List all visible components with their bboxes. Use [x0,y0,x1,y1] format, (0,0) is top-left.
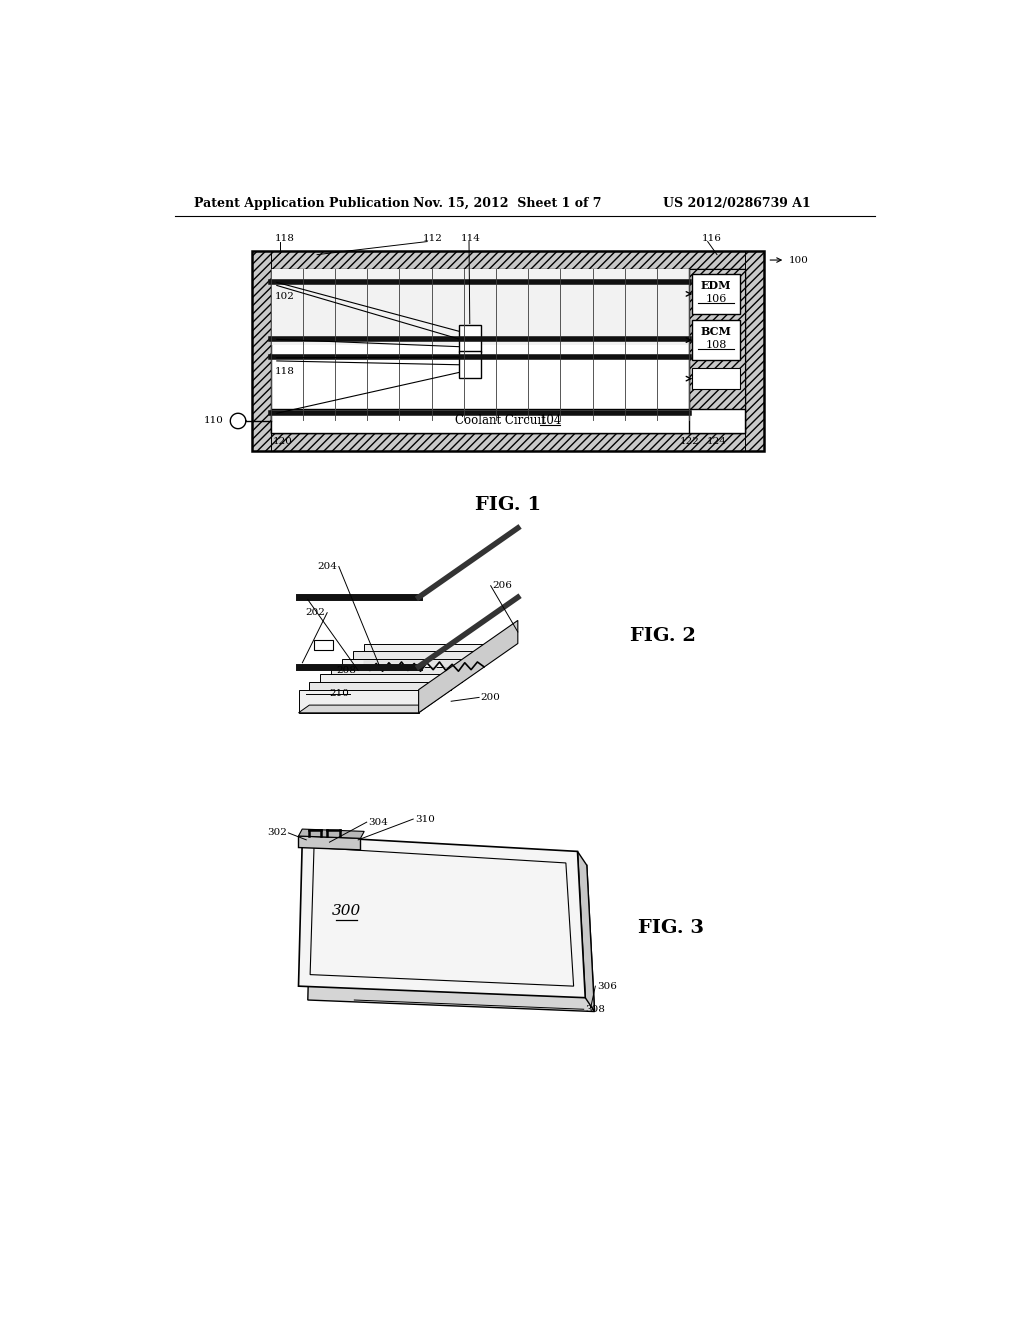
Text: US 2012/0286739 A1: US 2012/0286739 A1 [663,197,811,210]
Text: EDM: EDM [701,280,731,290]
Text: 124: 124 [707,437,727,446]
Polygon shape [352,667,483,675]
Text: 306: 306 [597,982,616,990]
Text: 300: 300 [332,904,361,919]
Text: 116: 116 [701,234,721,243]
Polygon shape [321,689,452,697]
Text: Patent Application Publication: Patent Application Publication [194,197,410,210]
Polygon shape [252,251,764,269]
Polygon shape [308,850,595,1011]
Polygon shape [459,325,480,352]
Text: 304: 304 [369,817,388,826]
Text: 308: 308 [586,1005,605,1014]
Text: 100: 100 [788,256,808,264]
Polygon shape [299,705,429,713]
Polygon shape [342,675,473,682]
Text: 108: 108 [706,339,727,350]
Polygon shape [578,851,595,1011]
Polygon shape [459,351,480,378]
Polygon shape [252,251,270,451]
Polygon shape [309,697,440,705]
Polygon shape [299,829,365,838]
Polygon shape [352,651,473,675]
Text: Nov. 15, 2012  Sheet 1 of 7: Nov. 15, 2012 Sheet 1 of 7 [414,197,602,210]
Text: Coolant Circuit: Coolant Circuit [455,414,546,428]
Text: 106: 106 [706,293,727,304]
Text: 310: 310 [415,814,434,824]
Polygon shape [299,836,586,998]
Text: BCM: BCM [700,326,732,337]
Text: 102: 102 [274,292,294,301]
Text: 302: 302 [267,829,287,837]
Polygon shape [331,682,462,689]
Polygon shape [419,620,518,713]
Text: 122: 122 [680,437,699,446]
Polygon shape [252,433,764,451]
Text: 204: 204 [317,562,337,572]
Polygon shape [299,689,419,713]
Text: 110: 110 [204,417,223,425]
Polygon shape [689,269,744,433]
Polygon shape [270,420,689,433]
Text: 112: 112 [423,234,442,243]
Text: 118: 118 [274,234,294,243]
Text: 104: 104 [540,414,561,428]
Text: 118: 118 [274,367,294,376]
Text: 200: 200 [480,693,501,702]
Polygon shape [321,675,440,697]
Polygon shape [744,251,764,451]
Polygon shape [692,275,740,314]
Text: 210: 210 [329,689,349,698]
Polygon shape [270,269,689,345]
Text: 120: 120 [272,437,292,446]
Polygon shape [692,321,740,360]
Polygon shape [342,659,462,682]
Text: FIG. 1: FIG. 1 [475,496,541,513]
Text: 202: 202 [306,609,326,618]
Polygon shape [314,640,334,651]
Text: FIG. 3: FIG. 3 [638,920,703,937]
Polygon shape [309,682,429,705]
Polygon shape [299,836,360,850]
Text: 208: 208 [337,667,356,675]
Polygon shape [270,269,744,433]
Polygon shape [270,409,744,433]
Polygon shape [364,644,483,667]
Polygon shape [331,667,452,689]
Polygon shape [692,368,740,389]
Text: 114: 114 [461,234,481,243]
Text: FIG. 2: FIG. 2 [630,627,695,644]
Text: 206: 206 [493,581,512,590]
